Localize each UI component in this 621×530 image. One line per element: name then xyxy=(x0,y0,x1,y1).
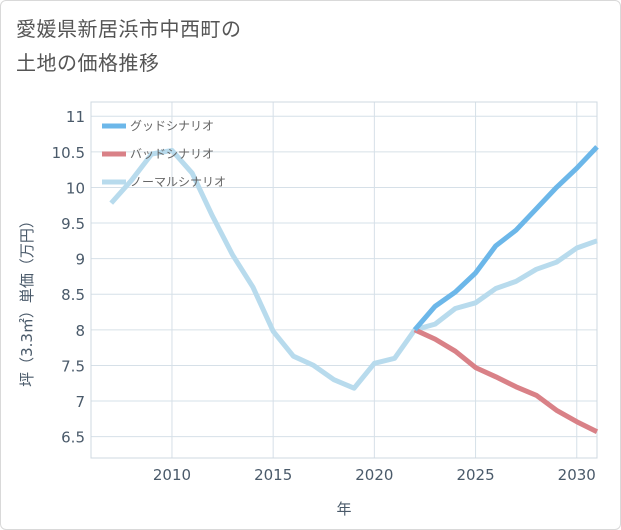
y-tick-label: 7.5 xyxy=(61,357,85,375)
x-tick-label: 2015 xyxy=(254,466,292,484)
plot-area-border xyxy=(90,101,598,459)
series-line-1 xyxy=(413,327,599,434)
legend-label-1: バッドシナリオ xyxy=(130,147,214,161)
y-axis-label: 坪（3.3㎡）単価（万円） xyxy=(18,213,36,387)
y-tick-label: 8.5 xyxy=(61,286,85,304)
series-line-2 xyxy=(109,147,598,391)
y-tick-label: 11 xyxy=(66,108,85,126)
series-lines xyxy=(109,145,599,434)
x-axis-ticks: 2010 2015 2020 2025 2030 xyxy=(153,466,596,484)
x-tick-label: 2020 xyxy=(355,466,393,484)
y-tick-label: 10 xyxy=(66,179,85,197)
x-tick-label: 2025 xyxy=(456,466,494,484)
y-tick-label: 6.5 xyxy=(61,429,85,447)
x-tick-label: 2030 xyxy=(558,466,596,484)
y-tick-label: 10.5 xyxy=(52,144,85,162)
legend-label-2: ノーマルシナリオ xyxy=(130,175,226,189)
y-tick-label: 7 xyxy=(75,393,85,411)
x-tick-label: 2010 xyxy=(153,466,191,484)
y-tick-label: 8 xyxy=(75,322,85,340)
legend-label-0: グッドシナリオ xyxy=(130,119,214,133)
y-tick-label: 9 xyxy=(75,251,85,269)
chart-title-line-2: 土地の価格推移 xyxy=(16,51,160,75)
x-axis-label: 年 xyxy=(336,500,351,518)
y-axis-ticks: 6.5 7 7.5 8 8.5 9 9.5 10 10.5 11 xyxy=(52,108,85,446)
series-line-0 xyxy=(412,145,599,332)
y-tick-label: 9.5 xyxy=(61,215,85,233)
chart-title-line-1: 愛媛県新居浜市中西町の xyxy=(16,17,242,41)
grid-lines xyxy=(91,102,597,458)
chart-title: 愛媛県新居浜市中西町の 土地の価格推移 xyxy=(16,12,376,80)
